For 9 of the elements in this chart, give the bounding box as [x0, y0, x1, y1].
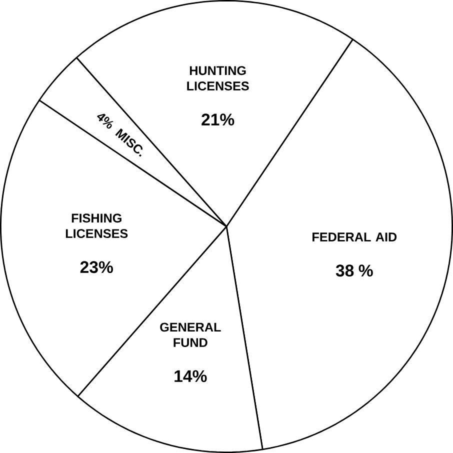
data-label: 14%: [174, 370, 207, 382]
data-label: 23%: [80, 261, 113, 274]
data-label: 21%: [202, 114, 234, 126]
slice-label: FISHING LICENSES: [66, 214, 128, 238]
data-label: 4%: [96, 114, 114, 129]
slice-label: GENERAL FUND: [160, 322, 221, 348]
data-label: 38 %: [336, 264, 373, 277]
slice-label: HUNTING LICENSES: [187, 66, 249, 90]
slice-label: FEDERAL AID: [312, 232, 397, 242]
